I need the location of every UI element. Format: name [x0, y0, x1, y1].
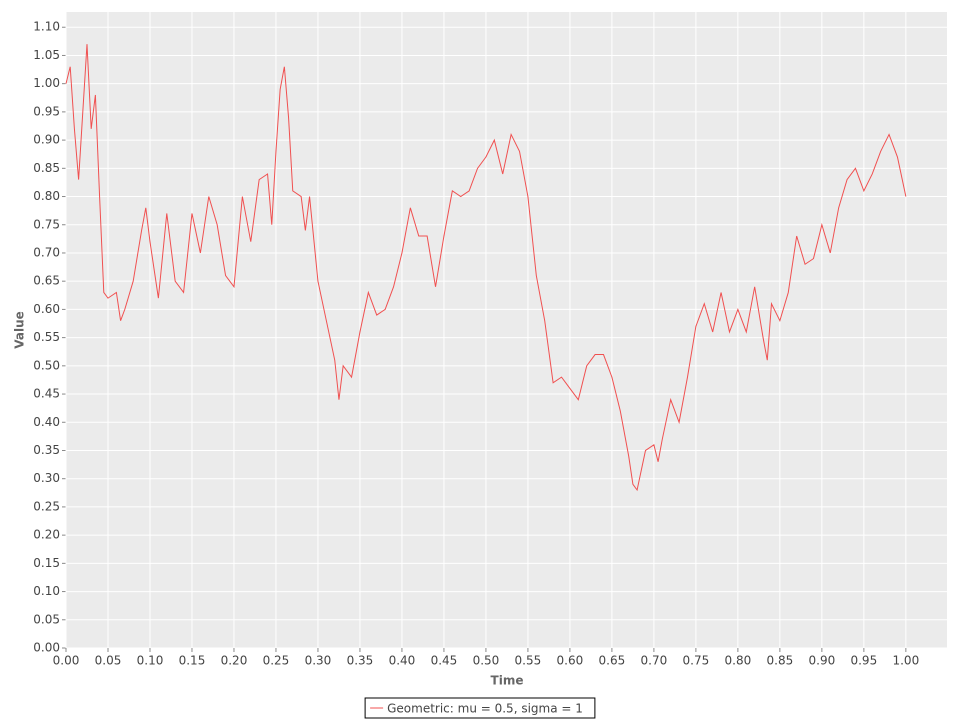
x-tick-label: 1.00 — [892, 654, 919, 668]
y-tick-label: 0.45 — [33, 387, 60, 401]
y-tick-label: 0.05 — [33, 612, 60, 626]
y-tick-label: 0.20 — [33, 528, 60, 542]
x-tick-label: 0.95 — [850, 654, 877, 668]
y-tick-label: 1.05 — [33, 48, 60, 62]
y-tick-label: 0.30 — [33, 471, 60, 485]
y-tick-label: 0.75 — [33, 217, 60, 231]
x-tick-label: 0.10 — [137, 654, 164, 668]
y-tick-label: 1.00 — [33, 76, 60, 90]
y-tick-label: 0.95 — [33, 104, 60, 118]
x-tick-label: 0.45 — [431, 654, 458, 668]
x-tick-label: 0.25 — [263, 654, 290, 668]
y-tick-label: 0.65 — [33, 274, 60, 288]
y-tick-label: 0.50 — [33, 358, 60, 372]
y-tick-label: 0.60 — [33, 302, 60, 316]
plot-area — [66, 12, 947, 648]
legend-label: Geometric: mu = 0.5, sigma = 1 — [387, 702, 583, 716]
x-tick-label: 0.85 — [767, 654, 794, 668]
series-line — [65, 44, 907, 492]
y-tick-label: 0.35 — [33, 443, 60, 457]
y-tick-label: 0.00 — [33, 641, 60, 655]
x-tick-label: 0.80 — [725, 654, 752, 668]
x-tick-label: 0.90 — [809, 654, 836, 668]
x-tick-label: 0.50 — [473, 654, 500, 668]
x-axis-title: Time — [491, 674, 524, 688]
y-tick-label: 1.10 — [33, 20, 60, 34]
x-tick-label: 0.15 — [179, 654, 206, 668]
x-tick-label: 0.35 — [347, 654, 374, 668]
x-tick-label: 0.40 — [389, 654, 416, 668]
x-tick-label: 0.05 — [95, 654, 122, 668]
y-tick-label: 0.25 — [33, 499, 60, 513]
x-tick-label: 0.75 — [683, 654, 710, 668]
y-tick-label: 0.80 — [33, 189, 60, 203]
y-tick-label: 0.85 — [33, 161, 60, 175]
y-tick-label: 0.55 — [33, 330, 60, 344]
y-tick-label: 0.10 — [33, 584, 60, 598]
x-tick-label: 0.60 — [557, 654, 584, 668]
x-tick-label: 0.65 — [599, 654, 626, 668]
x-tick-label: 0.20 — [221, 654, 248, 668]
y-tick-label: 0.40 — [33, 415, 60, 429]
legend-box — [364, 697, 596, 719]
x-tick-label: 0.00 — [53, 654, 80, 668]
y-tick-label: 0.15 — [33, 556, 60, 570]
y-tick-label: 0.90 — [33, 133, 60, 147]
x-tick-label: 0.70 — [641, 654, 668, 668]
x-tick-label: 0.55 — [515, 654, 542, 668]
x-tick-label: 0.30 — [305, 654, 332, 668]
y-tick-label: 0.70 — [33, 245, 60, 259]
y-axis-title: Value — [13, 311, 27, 349]
